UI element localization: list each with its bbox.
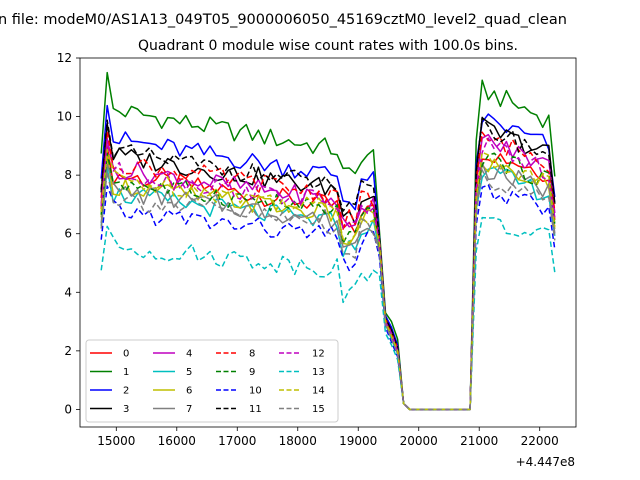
legend-label-0: 0 <box>123 349 129 360</box>
legend-label-11: 11 <box>249 404 262 415</box>
series-line-7 <box>100 161 556 411</box>
legend-label-15: 15 <box>312 404 325 415</box>
chart-title: Quadrant 0 module wise count rates with … <box>138 38 518 54</box>
y-tick-label: 0 <box>64 402 72 416</box>
x-tick-label: 22000 <box>521 434 559 448</box>
y-tick-label: 12 <box>57 51 72 65</box>
series-line-1 <box>100 71 556 411</box>
x-offset-label: +4.447e8 <box>516 455 575 469</box>
legend-label-4: 4 <box>186 349 192 360</box>
x-tick-label: 20000 <box>400 434 438 448</box>
x-tick-label: 16000 <box>158 434 196 448</box>
legend-label-13: 13 <box>312 367 325 378</box>
legend-label-1: 1 <box>123 367 129 378</box>
legend-label-6: 6 <box>186 386 192 397</box>
legend-label-2: 2 <box>123 386 129 397</box>
legend-label-10: 10 <box>249 386 262 397</box>
x-tick-label: 17000 <box>218 434 256 448</box>
legend-label-14: 14 <box>312 386 325 397</box>
x-tick-label: 15000 <box>97 434 135 448</box>
series-line-4 <box>100 133 556 411</box>
legend-box <box>85 339 339 423</box>
x-axis: 15000 16000 17000 18000 19000 20000 21000 22000 <box>97 427 559 448</box>
legend-label-9: 9 <box>249 367 255 378</box>
y-tick-label: 6 <box>64 227 72 241</box>
legend-label-3: 3 <box>123 404 129 415</box>
y-tick-label: 10 <box>57 110 72 124</box>
series-line-13 <box>100 216 556 411</box>
suptitle: n file: modeM0/AS1A13_049T05_9000006050_… <box>0 12 567 28</box>
x-tick-label: 18000 <box>279 434 317 448</box>
series-line-11 <box>100 116 556 411</box>
series-line-8 <box>100 130 556 411</box>
legend-label-8: 8 <box>249 349 255 360</box>
legend-label-12: 12 <box>312 349 325 360</box>
legend-label-7: 7 <box>186 404 192 415</box>
series-lines <box>100 71 556 411</box>
y-tick-label: 2 <box>64 344 72 358</box>
legend-label-5: 5 <box>186 367 192 378</box>
y-axis: 0 2 4 6 8 10 12 <box>57 51 80 416</box>
y-tick-label: 4 <box>64 285 72 299</box>
series-line-12 <box>100 137 556 411</box>
y-tick-label: 8 <box>64 168 72 182</box>
x-tick-label: 21000 <box>460 434 498 448</box>
series-line-10 <box>100 184 556 411</box>
x-tick-label: 19000 <box>339 434 377 448</box>
series-line-14 <box>100 148 556 411</box>
series-line-15 <box>100 169 556 411</box>
